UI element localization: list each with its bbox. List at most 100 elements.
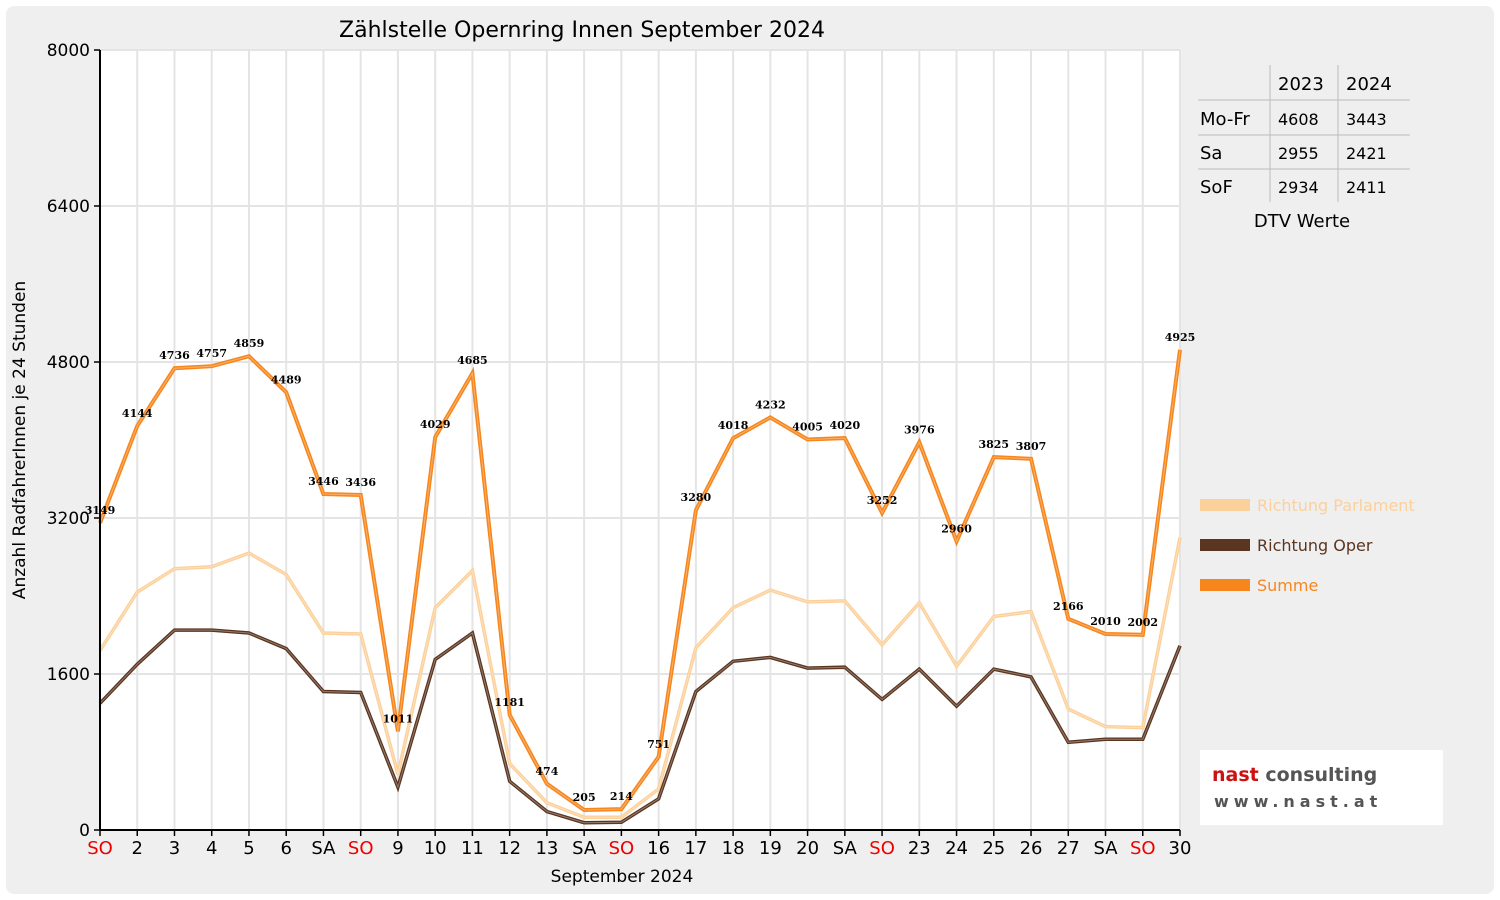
- x-tick-label: SO: [87, 838, 113, 859]
- x-tick-label: 19: [759, 838, 782, 859]
- x-tick-label: 2: [132, 838, 143, 859]
- data-label: 214: [610, 790, 633, 803]
- x-tick-label: SO: [348, 838, 374, 859]
- table-cell: 2411: [1346, 178, 1387, 197]
- axes: [99, 50, 1180, 831]
- x-tick-label: 25: [982, 838, 1005, 859]
- data-label: 4144: [122, 407, 153, 420]
- data-label: 2010: [1090, 615, 1121, 628]
- logo-name-rest: consulting: [1258, 764, 1378, 786]
- data-label: 4757: [196, 347, 227, 360]
- data-label: 4018: [718, 419, 749, 432]
- x-tick-label: 12: [498, 838, 521, 859]
- data-label: 4005: [792, 421, 823, 434]
- y-axis-label: Anzahl RadfahrerInnen je 24 Stunden: [10, 281, 30, 599]
- x-tick-label: 30: [1169, 838, 1192, 859]
- data-label: 1011: [383, 712, 414, 725]
- table-cell: 2955: [1278, 144, 1319, 163]
- x-tick-label: 10: [424, 838, 447, 859]
- legend-label: Richtung Parlament: [1257, 496, 1415, 515]
- y-tick-label: 6400: [47, 197, 90, 217]
- data-label: 3807: [1016, 440, 1047, 453]
- data-label: 4736: [159, 349, 190, 362]
- data-label: 3436: [345, 476, 376, 489]
- series-line-highlight: [99, 537, 1181, 818]
- data-label: 4859: [234, 337, 265, 350]
- series-line: [98, 628, 1182, 825]
- table-cell: 4608: [1278, 110, 1319, 129]
- chart-title: Zählstelle Opernring Innen September 202…: [339, 18, 825, 43]
- series-line: [98, 537, 1182, 820]
- data-labels: 3149 4144 4736 4757 4859 4489 3446 3436 1011 4029…: [85, 331, 1196, 804]
- x-tick-label: SA: [572, 838, 597, 859]
- data-label: 2166: [1053, 600, 1084, 613]
- data-label: 4685: [457, 354, 488, 367]
- data-label: 4020: [830, 419, 861, 432]
- legend-swatch: [1200, 499, 1250, 511]
- x-tick-label: SO: [869, 838, 895, 859]
- x-tick-label: 16: [647, 838, 670, 859]
- table-cell: 2421: [1346, 144, 1387, 163]
- y-tick-label: 1600: [47, 665, 90, 685]
- data-label: 4029: [420, 418, 451, 431]
- data-label: 3149: [85, 504, 116, 517]
- data-label: 2960: [941, 522, 972, 535]
- data-label: 2002: [1127, 616, 1158, 629]
- data-label: 4232: [755, 398, 786, 411]
- data-label: 4925: [1165, 331, 1196, 344]
- x-tick-label: 20: [796, 838, 819, 859]
- data-label: 1181: [494, 696, 525, 709]
- logo-name: nast consulting: [1212, 764, 1377, 786]
- x-tick-label: 9: [392, 838, 403, 859]
- logo-name-accent: nast: [1212, 764, 1259, 786]
- table-row-label: SoF: [1200, 177, 1233, 198]
- data-label: 3825: [978, 438, 1009, 451]
- data-label: 3252: [867, 494, 898, 507]
- legend-swatch: [1200, 539, 1250, 551]
- table-column-header: 2023: [1278, 74, 1324, 95]
- dtv-table: 2023 2024 Mo-Fr 4608 3443 Sa 2955 2421 SoF 2934 24…: [1198, 65, 1410, 232]
- plot-area: [100, 50, 1180, 830]
- data-label: 3446: [308, 475, 339, 488]
- table-row-label: Sa: [1200, 143, 1222, 164]
- nast-consulting-logo: nast consulting www.nast.at: [1200, 750, 1443, 825]
- legend-label: Summe: [1257, 576, 1318, 595]
- x-tick-label: 26: [1020, 838, 1043, 859]
- x-tick-label: 3: [169, 838, 180, 859]
- x-tick-label: 18: [722, 838, 745, 859]
- grid: [100, 49, 1181, 830]
- x-axis-label: September 2024: [551, 867, 694, 887]
- x-tick-label: 4: [206, 838, 217, 859]
- data-label: 205: [573, 791, 596, 804]
- y-axis-ticks: 0 1600 3200 4800 6400 8000: [47, 41, 100, 841]
- data-label: 3976: [904, 423, 935, 436]
- data-label: 474: [535, 765, 558, 778]
- x-axis-ticks: SO 2 3 4 5 6 SA SO 9 10 11 12 13 SA SO 16 17 18 19 20 SA SO 23…: [87, 830, 1191, 859]
- legend: Richtung Parlament Richtung Oper Summe: [1200, 496, 1415, 595]
- y-tick-label: 8000: [47, 41, 90, 61]
- data-label: 3280: [681, 491, 712, 504]
- y-tick-label: 3200: [47, 509, 90, 529]
- series-line-highlight: [99, 629, 1181, 824]
- legend-label: Richtung Oper: [1257, 536, 1373, 555]
- x-tick-label: SA: [311, 838, 336, 859]
- x-tick-label: SA: [1093, 838, 1118, 859]
- series-layer: [98, 349, 1182, 825]
- series-line-highlight: [99, 349, 1181, 811]
- x-tick-label: 27: [1057, 838, 1080, 859]
- x-tick-label: SA: [833, 838, 858, 859]
- data-label: 4489: [271, 373, 302, 386]
- legend-swatch: [1200, 579, 1250, 591]
- table-caption: DTV Werte: [1254, 211, 1350, 232]
- y-tick-label: 4800: [47, 353, 90, 373]
- x-tick-label: 24: [945, 838, 968, 859]
- x-tick-label: 5: [243, 838, 254, 859]
- x-tick-label: SO: [609, 838, 635, 859]
- x-tick-label: 17: [684, 838, 707, 859]
- x-tick-label: SO: [1130, 838, 1156, 859]
- x-tick-label: 6: [280, 838, 291, 859]
- table-column-header: 2024: [1346, 74, 1392, 95]
- x-tick-label: 13: [535, 838, 558, 859]
- table-row-label: Mo-Fr: [1200, 109, 1250, 130]
